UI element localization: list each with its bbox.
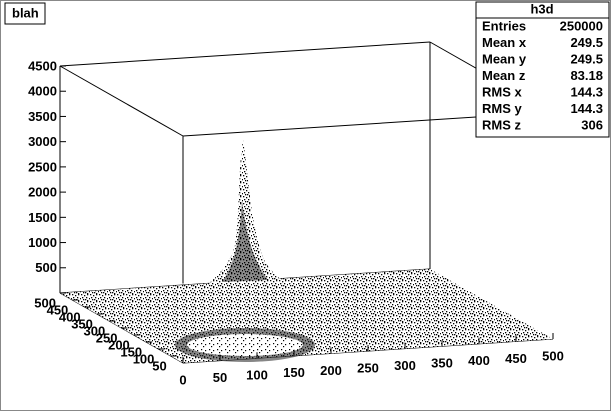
stats-label: RMS z <box>482 117 522 132</box>
z-tick-label: 1500 <box>28 210 57 225</box>
box-edge <box>59 65 184 137</box>
y-tick-label: 350 <box>71 316 93 331</box>
stats-box <box>475 1 610 138</box>
x-tick-label: 500 <box>542 348 564 363</box>
x-tick-label: 400 <box>468 353 490 368</box>
z-tick-label: 4500 <box>28 58 57 73</box>
stats-value: 83.18 <box>570 68 603 83</box>
z-tick-label: 3500 <box>28 109 57 124</box>
stats-value: 306 <box>581 117 603 132</box>
x-tick-label: 150 <box>283 365 305 380</box>
x-tick-label: 0 <box>179 372 186 387</box>
y-tick-label: 150 <box>120 344 142 359</box>
title-box <box>4 2 46 25</box>
x-tick-label: 350 <box>431 356 453 371</box>
stats-value: 144.3 <box>570 84 603 99</box>
stats-value: 144.3 <box>570 101 603 116</box>
z-tick-label: 2500 <box>28 159 57 174</box>
z-tick-label: 2000 <box>28 185 57 200</box>
stats-label: Mean y <box>482 51 527 66</box>
box-edge <box>59 41 431 67</box>
z-tick-label: 500 <box>35 260 57 275</box>
z-tick-label: 4000 <box>28 84 57 99</box>
stats-value: 250000 <box>560 18 603 33</box>
stats-label: Mean z <box>482 68 526 83</box>
y-tick-label: 400 <box>59 309 81 324</box>
y-tick-label: 450 <box>47 302 69 317</box>
x-tick-label: 200 <box>320 363 342 378</box>
chart-title: blah <box>12 5 39 20</box>
stats-value: 249.5 <box>570 51 603 66</box>
stats-label: Mean x <box>482 35 527 50</box>
stats-label: RMS x <box>482 84 523 99</box>
y-tick-label: 250 <box>96 330 118 345</box>
x-tick-label: 250 <box>357 360 379 375</box>
x-tick-label: 300 <box>394 358 416 373</box>
z-tick-label: 3000 <box>28 134 57 149</box>
stats-value: 249.5 <box>570 35 603 50</box>
y-tick-label: 300 <box>83 323 105 338</box>
stats-label: RMS y <box>482 101 523 116</box>
y-tick-label: 200 <box>108 337 130 352</box>
y-tick-label: 100 <box>133 351 155 366</box>
y-tick-label: 50 <box>152 358 166 373</box>
z-tick-label: 1000 <box>28 235 57 250</box>
x-tick-label: 450 <box>505 351 527 366</box>
y-tick-label: 500 <box>34 295 56 310</box>
stats-name: h3d <box>530 1 553 16</box>
stats-label: Entries <box>482 18 526 33</box>
point-cloud <box>60 140 553 363</box>
x-tick-label: 50 <box>213 370 227 385</box>
x-tick-label: 100 <box>246 368 268 383</box>
